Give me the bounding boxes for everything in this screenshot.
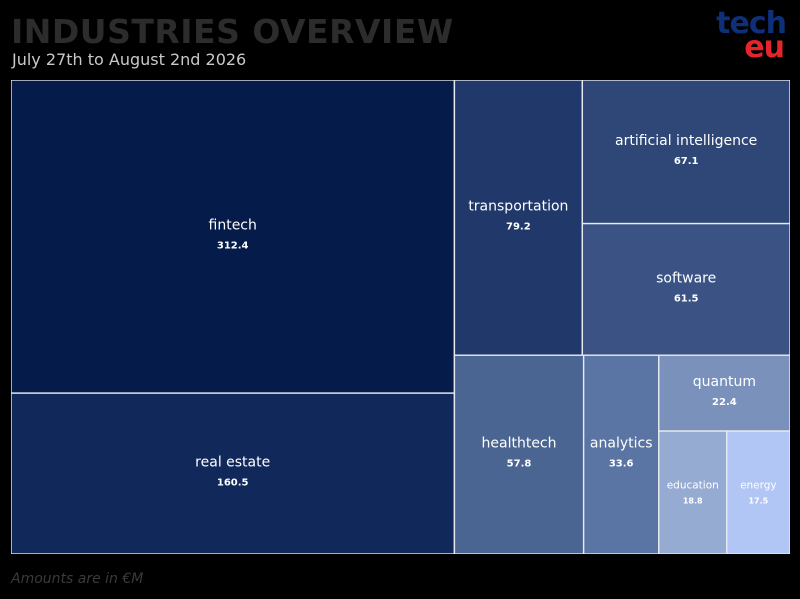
treemap-value-education: 18.8 (683, 497, 703, 506)
treemap-rect-software (581, 222, 790, 356)
treemap-label-real-estate: real estate (195, 455, 270, 471)
treemap-value-fintech: 312.4 (217, 241, 249, 252)
treemap-cell-real-estate: real estate 160.5 (11, 392, 456, 554)
treemap-value-real-estate: 160.5 (217, 478, 249, 489)
chart-title: INDUSTRIES OVERVIEW (11, 12, 454, 51)
treemap-cell-energy: energy 17.5 (726, 430, 790, 554)
treemap-rect-real-estate (11, 392, 456, 554)
treemap-value-software: 61.5 (674, 293, 699, 304)
tech-eu-logo: tech eu (716, 6, 787, 65)
treemap-label-quantum: quantum (693, 374, 756, 390)
treemap-value-transportation: 79.2 (506, 222, 531, 233)
treemap-label-software: software (656, 270, 716, 286)
treemap-cell-transportation: transportation 79.2 (453, 80, 584, 356)
treemap-rect-fintech (11, 80, 456, 394)
treemap-label-healthtech: healthtech (482, 436, 557, 452)
chart-subtitle: July 27th to August 2nd 2026 (12, 50, 247, 69)
treemap-cell-education: education 18.8 (658, 430, 728, 554)
treemap-value-quantum: 22.4 (712, 397, 737, 408)
treemap-label-transportation: transportation (468, 199, 568, 215)
treemap-rect-analytics (582, 354, 660, 554)
treemap-rect-energy (726, 430, 790, 554)
treemap-label-artificial-intelligence: artificial intelligence (615, 133, 757, 149)
treemap-cell-fintech: fintech 312.4 (11, 80, 456, 394)
treemap-cell-software: software 61.5 (581, 222, 790, 356)
treemap-rect-transportation (453, 80, 584, 356)
treemap-cell-quantum: quantum 22.4 (658, 354, 790, 432)
treemap-label-fintech: fintech (209, 218, 257, 234)
amount-unit-note: Amounts are in €M (11, 571, 144, 587)
treemap-rect-healthtech (453, 354, 585, 554)
treemap-cell-artificial-intelligence: artificial intelligence 67.1 (581, 80, 790, 225)
logo-text-eu: eu (744, 30, 785, 65)
treemap-rect-quantum (658, 354, 790, 432)
treemap-value-energy: 17.5 (748, 497, 768, 506)
treemap-label-analytics: analytics (590, 436, 653, 452)
treemap-rect-artificial-intelligence (581, 80, 790, 225)
logo-text-tech: tech (716, 6, 787, 41)
treemap-value-healthtech: 57.8 (507, 459, 532, 470)
treemap-cell-healthtech: healthtech 57.8 (453, 354, 585, 554)
treemap-label-energy: energy (740, 480, 777, 492)
treemap-value-analytics: 33.6 (609, 459, 634, 470)
treemap-value-artificial-intelligence: 67.1 (674, 156, 699, 167)
treemap-label-education: education (667, 480, 719, 492)
treemap-rect-education (658, 430, 728, 554)
industries-treemap: fintech 312.4 real estate 160.5 transportati… (11, 80, 790, 554)
treemap-cell-analytics: analytics 33.6 (582, 354, 660, 554)
